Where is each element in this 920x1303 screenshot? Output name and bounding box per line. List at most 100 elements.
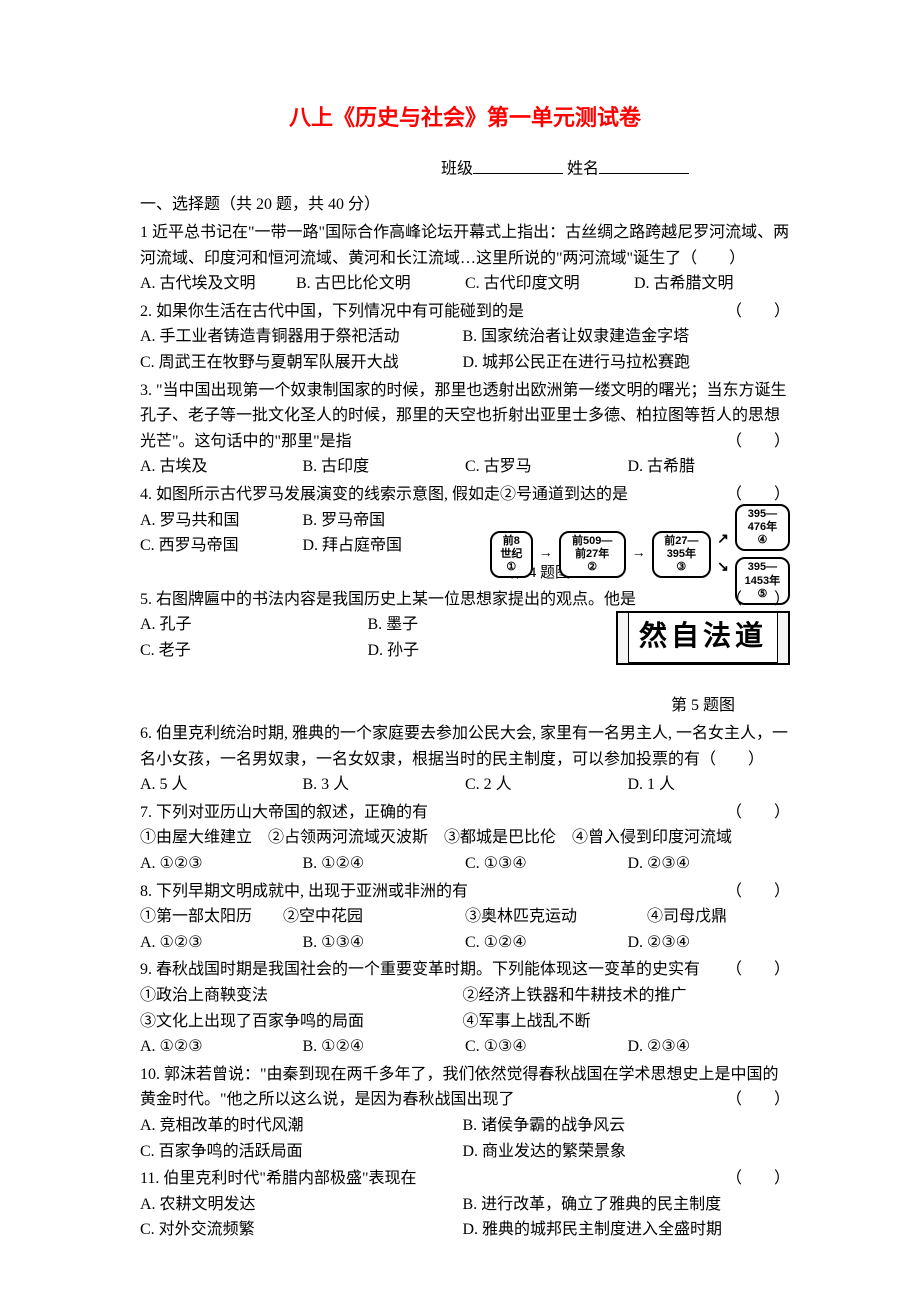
q8-opt-d: D. ②③④ <box>628 930 791 956</box>
q8-item-1: ①第一部太阳历 <box>140 904 283 930</box>
q5-text: 5. 右图牌匾中的书法内容是我国历史上某一位思想家提出的观点。他是 <box>140 587 636 613</box>
q11-opt-d: D. 雅典的城邦民主制度进入全盛时期 <box>463 1217 782 1243</box>
class-label: 班级 <box>441 161 473 178</box>
q11-opt-b: B. 进行改革，确立了雅典的民主制度 <box>463 1192 782 1218</box>
question-10: 10. 郭沫若曾说："由秦到现在两千多年了，我们依然觉得春秋战国在学术思想史上是… <box>140 1062 790 1164</box>
q2-opt-c: C. 周武王在牧野与夏朝军队展开大战 <box>140 350 459 376</box>
section-1-header: 一、选择题（共 20 题，共 40 分） <box>140 192 790 218</box>
q8-item-2: ②空中花园 <box>283 904 465 930</box>
q6-opt-c: C. 2 人 <box>465 772 628 798</box>
q6-options: A. 5 人 B. 3 人 C. 2 人 D. 1 人 <box>140 772 790 798</box>
q9-item-1: ①政治上商鞅变法 <box>140 983 459 1009</box>
q8-item-4: ④司母戊鼎 <box>647 904 790 930</box>
q8-options: A. ①②③ B. ①③④ C. ①②④ D. ②③④ <box>140 930 790 956</box>
q11-opt-c: C. 对外交流频繁 <box>140 1217 459 1243</box>
q8-opt-a: A. ①②③ <box>140 930 303 956</box>
q4-options-2: C. 西罗马帝国 D. 拜占庭帝国 <box>140 533 465 559</box>
q8-item-3: ③奥林匹克运动 <box>465 904 647 930</box>
diagram-node-1: 前8世纪① <box>490 531 533 579</box>
q3-bracket: （ ） <box>726 429 790 455</box>
q1-options: A. 古代埃及文明 B. 古巴比伦文明 C. 古代印度文明 D. 古希腊文明 <box>140 271 790 297</box>
q5-calligraphy-image: 然自法道 <box>616 611 790 665</box>
q3-opt-a: A. 古埃及 <box>140 454 303 480</box>
q3-opt-b: B. 古印度 <box>303 454 466 480</box>
q7-bracket: （ ） <box>726 800 790 826</box>
question-7: 7. 下列对亚历山大帝国的叙述，正确的有 （ ） ①由屋大维建立 ②占领两河流域… <box>140 800 790 877</box>
question-2: 2. 如果你生活在古代中国，下列情况中有可能碰到的是 （ ） A. 手工业者铸造… <box>140 299 790 376</box>
question-1: 1 近平总书记在"一带一路"国际合作高峰论坛开幕式上指出：古丝绸之路跨越尼罗河流… <box>140 220 790 297</box>
q4-options-1: A. 罗马共和国 B. 罗马帝国 <box>140 508 465 534</box>
q4-opt-b: B. 罗马帝国 <box>303 508 466 534</box>
question-4: 4. 如图所示古代罗马发展演变的线索示意图, 假如走②号通道到达的是 （ ） A… <box>140 482 790 585</box>
question-9: 9. 春秋战国时期是我国社会的一个重要变革时期。下列能体现这一变革的史实有 （ … <box>140 957 790 1059</box>
q6-opt-a: A. 5 人 <box>140 772 303 798</box>
q9-text: 9. 春秋战国时期是我国社会的一个重要变革时期。下列能体现这一变革的史实有 <box>140 957 700 983</box>
q5-opt-d: D. 孙子 <box>368 638 596 664</box>
arrow-icon: ↘ <box>717 557 729 579</box>
q8-items: ①第一部太阳历 ②空中花园 ③奥林匹克运动 ④司母戊鼎 <box>140 904 790 930</box>
q7-options: A. ①②③ B. ①②④ C. ①③④ D. ②③④ <box>140 851 790 877</box>
q5-options-1: A. 孔子 B. 墨子 <box>140 612 595 638</box>
q2-bracket: （ ） <box>726 299 790 325</box>
q3-options: A. 古埃及 B. 古印度 C. 古罗马 D. 古希腊 <box>140 454 790 480</box>
q6-opt-d: D. 1 人 <box>628 772 791 798</box>
q1-opt-c: C. 古代印度文明 <box>465 271 634 297</box>
q9-opt-b: B. ①②④ <box>303 1034 466 1060</box>
q4-opt-d: D. 拜占庭帝国 <box>303 533 466 559</box>
exam-title: 八上《历史与社会》第一单元测试卷 <box>140 100 790 135</box>
q9-opt-c: C. ①③④ <box>465 1034 628 1060</box>
q6-text: 6. 伯里克利统治时期, 雅典的一个家庭要去参加公民大会, 家里有一名男主人, … <box>140 721 790 772</box>
q7-text: 7. 下列对亚历山大帝国的叙述，正确的有 <box>140 800 428 826</box>
q9-items: ①政治上商鞅变法 ②经济上铁器和牛耕技术的推广 ③文化上出现了百家争鸣的局面 ④… <box>140 983 790 1034</box>
q5-bracket: （ ） <box>726 587 790 613</box>
question-11: 11. 伯里克利时代"希腊内部极盛"表现在 （ ） A. 农耕文明发达 B. 进… <box>140 1166 790 1243</box>
q6-opt-b: B. 3 人 <box>303 772 466 798</box>
q7-opt-d: D. ②③④ <box>628 851 791 877</box>
q5-caption: 第 5 题图 <box>140 693 790 719</box>
q10-bracket: （ ） <box>726 1087 790 1113</box>
q2-text: 2. 如果你生活在古代中国，下列情况中有可能碰到的是 <box>140 299 524 325</box>
name-blank[interactable] <box>599 155 689 174</box>
question-8: 8. 下列早期文明成就中, 出现于亚洲或非洲的有 （ ） ①第一部太阳历 ②空中… <box>140 879 790 956</box>
q1-text: 1 近平总书记在"一带一路"国际合作高峰论坛开幕式上指出：古丝绸之路跨越尼罗河流… <box>140 220 790 271</box>
name-label: 姓名 <box>567 161 599 178</box>
question-6: 6. 伯里克利统治时期, 雅典的一个家庭要去参加公民大会, 家里有一名男主人, … <box>140 721 790 798</box>
q5-opt-c: C. 老子 <box>140 638 368 664</box>
q8-text: 8. 下列早期文明成就中, 出现于亚洲或非洲的有 <box>140 879 468 905</box>
q9-bracket: （ ） <box>726 957 790 983</box>
q5-opt-b: B. 墨子 <box>368 612 596 638</box>
diagram-node-2: 前509—前27年② <box>559 531 626 579</box>
q9-opt-d: D. ②③④ <box>628 1034 791 1060</box>
q8-bracket: （ ） <box>726 879 790 905</box>
q3-opt-c: C. 古罗马 <box>465 454 628 480</box>
exam-page: 八上《历史与社会》第一单元测试卷 班级 姓名 一、选择题（共 20 题，共 40… <box>0 0 920 1303</box>
q10-text: 10. 郭沫若曾说："由秦到现在两千多年了，我们依然觉得春秋战国在学术思想史上是… <box>140 1062 790 1113</box>
q11-options: A. 农耕文明发达 B. 进行改革，确立了雅典的民主制度 C. 对外交流频繁 D… <box>140 1192 790 1243</box>
arrow-icon: ↗ <box>717 529 729 551</box>
q2-opt-b: B. 国家统治者让奴隶建造金字塔 <box>463 324 782 350</box>
q9-item-2: ②经济上铁器和牛耕技术的推广 <box>463 983 782 1009</box>
q8-opt-b: B. ①③④ <box>303 930 466 956</box>
q7-opt-b: B. ①②④ <box>303 851 466 877</box>
header-fields: 班级 姓名 <box>140 155 790 182</box>
q3-text: 3. "当中国出现第一个奴隶制国家的时候，那里也透射出欧洲第一缕文明的曙光；当东… <box>140 378 790 455</box>
q1-opt-b: B. 古巴比伦文明 <box>296 271 465 297</box>
q1-opt-d: D. 古希腊文明 <box>634 271 790 297</box>
q7-opt-a: A. ①②③ <box>140 851 303 877</box>
q9-options: A. ①②③ B. ①②④ C. ①③④ D. ②③④ <box>140 1034 790 1060</box>
q7-items: ①由屋大维建立 ②占领两河流域灭波斯 ③都城是巴比伦 ④曾入侵到印度河流域 <box>140 825 790 851</box>
q10-opt-b: B. 诸侯争霸的战争风云 <box>463 1113 782 1139</box>
q4-opt-c: C. 西罗马帝国 <box>140 533 303 559</box>
q2-options: A. 手工业者铸造青铜器用于祭祀活动 B. 国家统治者让奴隶建造金字塔 C. 周… <box>140 324 790 375</box>
diagram-node-4: 395—476年④ <box>735 504 790 552</box>
q10-opt-d: D. 商业发达的繁荣景象 <box>463 1139 782 1165</box>
q10-opt-c: C. 百家争鸣的活跃局面 <box>140 1139 459 1165</box>
q2-opt-a: A. 手工业者铸造青铜器用于祭祀活动 <box>140 324 459 350</box>
q4-opt-a: A. 罗马共和国 <box>140 508 303 534</box>
q10-options: A. 竞相改革的时代风潮 B. 诸侯争霸的战争风云 C. 百家争鸣的活跃局面 D… <box>140 1113 790 1164</box>
diagram-node-3: 前27—395年③ <box>652 531 711 579</box>
q9-opt-a: A. ①②③ <box>140 1034 303 1060</box>
class-blank[interactable] <box>473 155 563 174</box>
question-3: 3. "当中国出现第一个奴隶制国家的时候，那里也透射出欧洲第一缕文明的曙光；当东… <box>140 378 790 480</box>
q2-opt-d: D. 城邦公民正在进行马拉松赛跑 <box>463 350 782 376</box>
